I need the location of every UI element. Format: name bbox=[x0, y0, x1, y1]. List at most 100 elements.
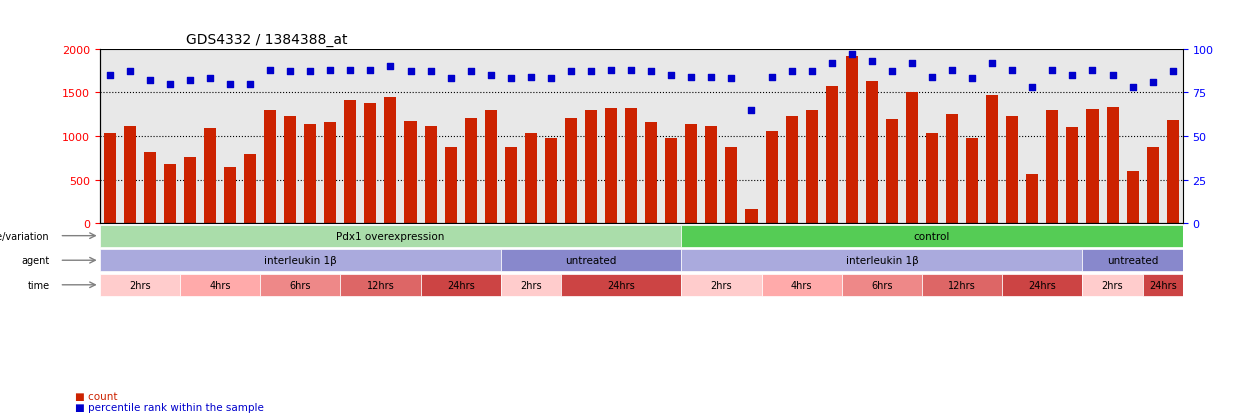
Point bbox=[802, 69, 822, 76]
Point bbox=[500, 76, 520, 83]
Text: agent: agent bbox=[21, 256, 50, 266]
Bar bbox=[405, 122, 417, 224]
Bar bbox=[1082, 274, 1143, 296]
Bar bbox=[645, 123, 657, 224]
Point bbox=[942, 67, 962, 74]
Bar bbox=[926, 133, 937, 224]
Bar bbox=[685, 124, 697, 224]
Point bbox=[862, 59, 881, 65]
Bar bbox=[204, 129, 215, 224]
Bar bbox=[681, 249, 1082, 272]
Bar bbox=[906, 93, 918, 224]
Point bbox=[340, 67, 360, 74]
Point bbox=[320, 67, 340, 74]
Point bbox=[1022, 85, 1042, 91]
Bar bbox=[886, 120, 898, 224]
Bar bbox=[746, 210, 757, 224]
Text: Pdx1 overexpression: Pdx1 overexpression bbox=[336, 231, 444, 241]
Point bbox=[1163, 69, 1183, 76]
Point bbox=[1123, 85, 1143, 91]
Bar bbox=[1082, 249, 1183, 272]
Text: time: time bbox=[27, 280, 50, 290]
Bar bbox=[385, 97, 396, 224]
Bar bbox=[605, 109, 618, 224]
Point bbox=[1062, 72, 1082, 79]
Point bbox=[159, 81, 179, 88]
Point bbox=[481, 72, 500, 79]
Point bbox=[1103, 72, 1123, 79]
Bar bbox=[1107, 108, 1118, 224]
Text: ■ count: ■ count bbox=[75, 392, 117, 401]
Bar bbox=[425, 127, 437, 224]
Bar bbox=[585, 111, 598, 224]
Bar bbox=[421, 274, 500, 296]
Bar bbox=[123, 126, 136, 224]
Bar bbox=[100, 274, 179, 296]
Point bbox=[461, 69, 481, 76]
Point bbox=[601, 67, 621, 74]
Text: 12hrs: 12hrs bbox=[949, 280, 976, 290]
Point bbox=[782, 69, 802, 76]
Text: ■ percentile rank within the sample: ■ percentile rank within the sample bbox=[75, 402, 264, 412]
Point bbox=[520, 74, 540, 81]
Point bbox=[982, 60, 1002, 67]
Bar bbox=[260, 274, 340, 296]
Bar bbox=[681, 274, 762, 296]
Point bbox=[139, 78, 159, 84]
Bar bbox=[304, 124, 316, 224]
Point bbox=[220, 81, 240, 88]
Text: 24hrs: 24hrs bbox=[1028, 280, 1056, 290]
Bar bbox=[244, 155, 256, 224]
Text: 4hrs: 4hrs bbox=[209, 280, 230, 290]
Bar bbox=[179, 274, 260, 296]
Point bbox=[361, 67, 381, 74]
Bar bbox=[1002, 274, 1082, 296]
Bar bbox=[845, 57, 858, 224]
Text: 4hrs: 4hrs bbox=[791, 280, 813, 290]
Text: untreated: untreated bbox=[1107, 256, 1158, 266]
Point bbox=[822, 60, 842, 67]
Bar bbox=[766, 131, 778, 224]
Bar bbox=[565, 119, 576, 224]
Point bbox=[280, 69, 300, 76]
Text: 24hrs: 24hrs bbox=[608, 280, 635, 290]
Bar bbox=[806, 111, 818, 224]
Bar bbox=[324, 123, 336, 224]
Text: 2hrs: 2hrs bbox=[520, 280, 542, 290]
Bar bbox=[1167, 121, 1179, 224]
Bar bbox=[224, 167, 237, 224]
Bar bbox=[143, 152, 156, 224]
Text: untreated: untreated bbox=[565, 256, 616, 266]
Point bbox=[742, 107, 762, 114]
Bar bbox=[786, 116, 798, 224]
Point bbox=[441, 76, 461, 83]
Bar bbox=[825, 87, 838, 224]
Bar bbox=[1006, 116, 1018, 224]
Point bbox=[260, 67, 280, 74]
Point bbox=[621, 67, 641, 74]
Bar bbox=[184, 158, 195, 224]
Point bbox=[181, 78, 200, 84]
Point bbox=[1143, 79, 1163, 86]
Point bbox=[681, 74, 701, 81]
Point bbox=[200, 76, 220, 83]
Point bbox=[962, 76, 982, 83]
Point bbox=[701, 74, 721, 81]
Text: 6hrs: 6hrs bbox=[872, 280, 893, 290]
Bar bbox=[345, 101, 356, 224]
Bar bbox=[1067, 128, 1078, 224]
Text: 2hrs: 2hrs bbox=[1102, 280, 1123, 290]
Point bbox=[661, 72, 681, 79]
Point bbox=[923, 74, 942, 81]
Bar bbox=[842, 274, 923, 296]
Point bbox=[120, 69, 139, 76]
Bar bbox=[946, 115, 959, 224]
Bar bbox=[762, 274, 842, 296]
Bar bbox=[164, 165, 176, 224]
Bar bbox=[525, 133, 537, 224]
Point bbox=[842, 52, 862, 58]
Bar bbox=[500, 249, 681, 272]
Bar bbox=[923, 274, 1002, 296]
Point bbox=[762, 74, 782, 81]
Bar bbox=[340, 274, 421, 296]
